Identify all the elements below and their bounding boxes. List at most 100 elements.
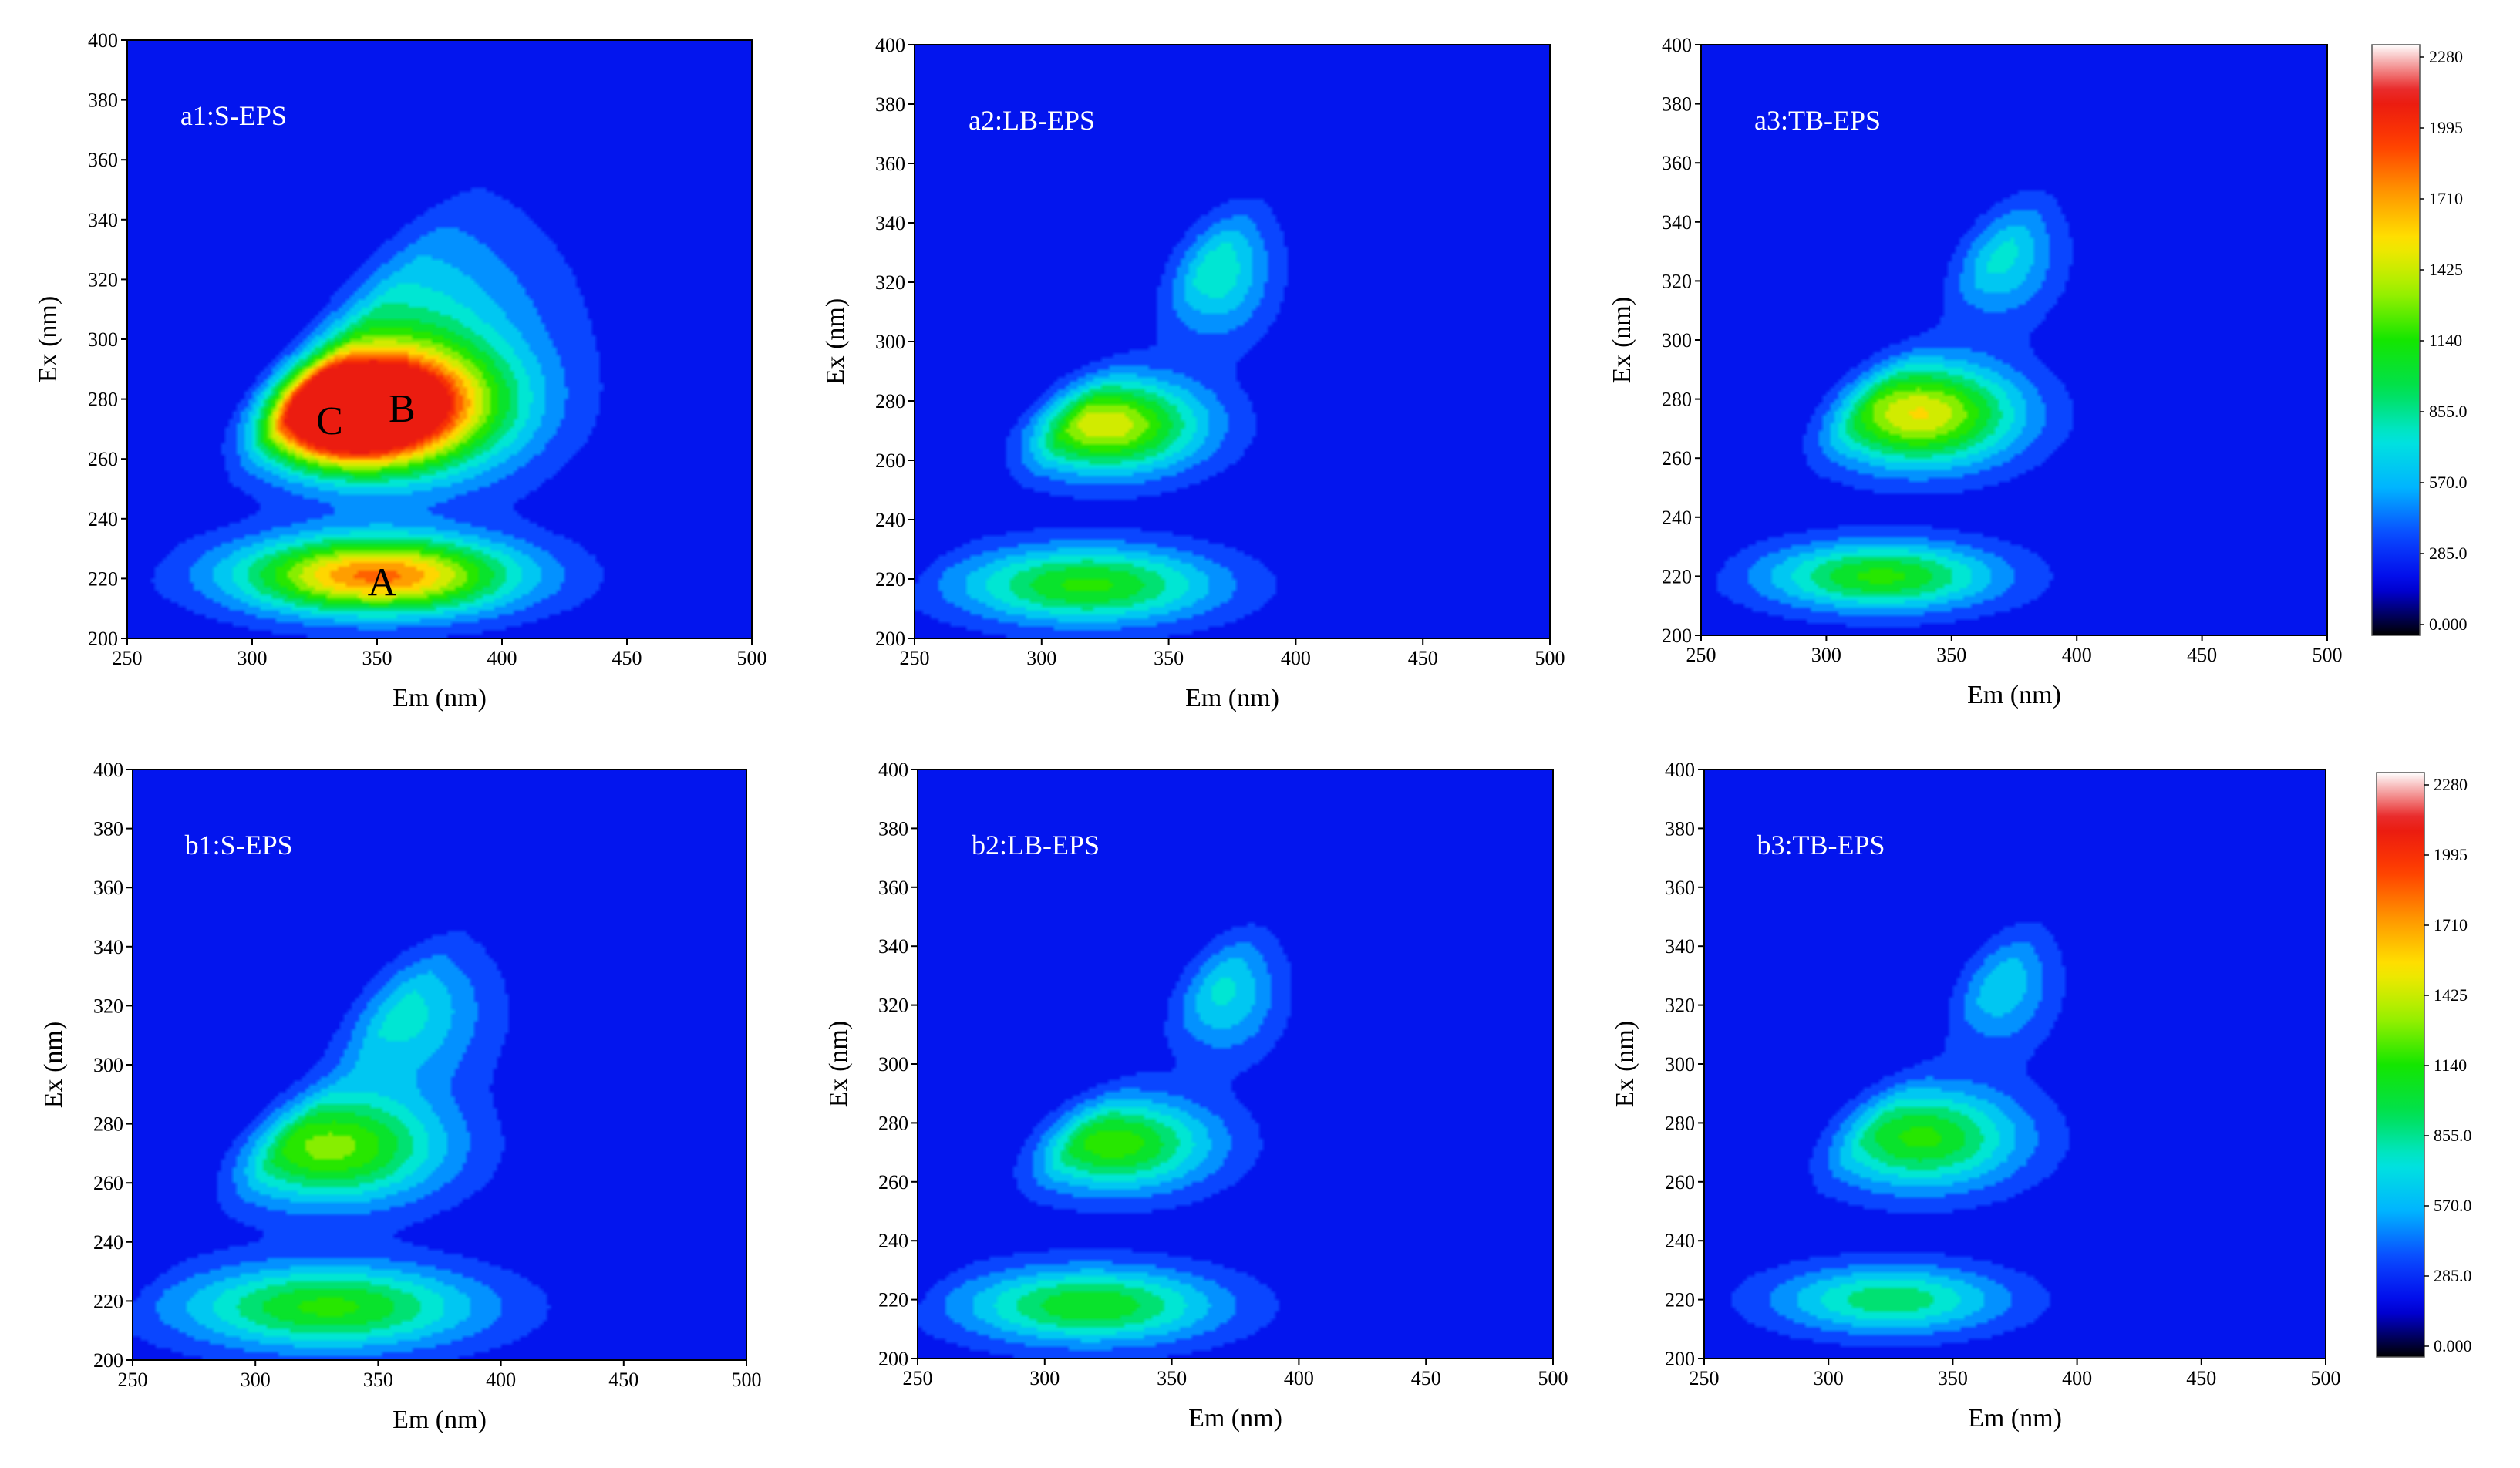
x-tick-label: 300	[1814, 1367, 1844, 1389]
colorbar-tick-label: 0.000	[2429, 614, 2468, 634]
x-tick-label: 300	[241, 1369, 271, 1391]
colorbar-tick-label: 1425	[2429, 260, 2463, 279]
heatmap-surface	[127, 40, 752, 638]
y-tick-label: 220	[875, 568, 905, 591]
y-tick-label: 280	[875, 390, 905, 412]
y-tick-label: 360	[88, 149, 118, 171]
y-tick-label: 320	[93, 995, 123, 1017]
x-tick-label: 250	[900, 647, 930, 669]
x-axis-label: Em (nm)	[1188, 1404, 1282, 1433]
x-tick-label: 300	[1029, 1367, 1060, 1389]
y-tick-label: 320	[875, 271, 905, 294]
y-tick-label: 220	[878, 1289, 908, 1311]
y-tick-label: 280	[1665, 1112, 1695, 1134]
y-tick-label: 260	[88, 448, 118, 470]
x-tick-label: 450	[612, 647, 642, 669]
y-axis-label: Ex (nm)	[1611, 1021, 1639, 1107]
x-tick-label: 300	[238, 647, 268, 669]
x-tick-label: 500	[2311, 1367, 2341, 1389]
y-tick-label: 360	[1662, 152, 1692, 174]
colorbar-tick-label: 1710	[2434, 915, 2468, 934]
y-tick-label: 320	[88, 268, 118, 291]
colorbar-tick-label: 1425	[2434, 985, 2468, 1005]
y-tick-label: 220	[88, 567, 118, 590]
colorbar-tick-label: 285.0	[2434, 1266, 2472, 1285]
y-tick-label: 200	[1665, 1348, 1695, 1370]
y-tick-label: 380	[878, 817, 908, 840]
x-tick-label: 450	[1408, 647, 1438, 669]
x-tick-label: 400	[1284, 1367, 1314, 1389]
y-tick-label: 300	[88, 328, 118, 351]
x-tick-label: 250	[118, 1369, 148, 1391]
y-tick-label: 260	[875, 449, 905, 472]
y-tick-label: 280	[878, 1112, 908, 1134]
peak-label: C	[316, 399, 343, 443]
y-tick-label: 360	[1665, 877, 1695, 899]
colorbar-tick-label: 570.0	[2429, 473, 2468, 492]
y-tick-label: 260	[878, 1171, 908, 1194]
panel-title: a1:S-EPS	[180, 100, 287, 131]
colorbar-tick-label: 1140	[2429, 331, 2462, 350]
y-tick-label: 240	[93, 1231, 123, 1254]
y-axis-label: Ex (nm)	[821, 298, 850, 385]
x-tick-label: 350	[1157, 1367, 1187, 1389]
y-tick-label: 380	[88, 89, 118, 112]
y-tick-label: 360	[878, 877, 908, 899]
y-tick-label: 380	[875, 93, 905, 116]
heatmap-surface	[1701, 45, 2327, 635]
colorbar-tick-label: 570.0	[2434, 1196, 2472, 1215]
panel-title: b1:S-EPS	[185, 830, 293, 860]
y-tick-label: 340	[878, 935, 908, 958]
y-tick-label: 220	[1662, 565, 1692, 588]
y-tick-label: 260	[1662, 447, 1692, 470]
y-tick-label: 240	[878, 1230, 908, 1252]
x-tick-label: 400	[486, 1369, 516, 1391]
panel-title: b3:TB-EPS	[1757, 830, 1885, 860]
colorbar-tick-label: 2280	[2434, 775, 2468, 794]
colorbar-tick-label: 1710	[2429, 189, 2463, 208]
y-tick-label: 340	[1665, 935, 1695, 958]
x-tick-label: 450	[608, 1369, 638, 1391]
x-tick-label: 350	[362, 647, 392, 669]
y-tick-label: 280	[88, 389, 118, 411]
y-tick-label: 400	[88, 29, 118, 52]
y-tick-label: 280	[93, 1113, 123, 1136]
y-tick-label: 300	[1662, 329, 1692, 352]
x-tick-label: 300	[1811, 644, 1841, 666]
y-tick-label: 220	[1665, 1289, 1695, 1311]
x-axis-label: Em (nm)	[392, 684, 487, 712]
heatmap-surface	[915, 45, 1550, 638]
y-tick-label: 200	[93, 1349, 123, 1372]
x-tick-label: 250	[113, 647, 143, 669]
y-tick-label: 400	[878, 759, 908, 781]
x-tick-label: 250	[903, 1367, 933, 1389]
x-tick-label: 500	[2313, 644, 2343, 666]
colorbar-tick-label: 285.0	[2429, 544, 2468, 563]
y-tick-label: 360	[93, 877, 123, 899]
colorbar	[2371, 44, 2421, 636]
y-tick-label: 280	[1662, 389, 1692, 411]
heatmap-surface	[1704, 769, 2326, 1359]
x-tick-label: 350	[1938, 1367, 1968, 1389]
colorbar-tick-label: 1995	[2434, 845, 2468, 864]
x-tick-label: 450	[2187, 644, 2217, 666]
x-tick-label: 450	[2186, 1367, 2216, 1389]
colorbar-tick-label: 1140	[2434, 1056, 2467, 1075]
x-tick-label: 400	[487, 647, 517, 669]
y-tick-label: 240	[88, 508, 118, 530]
x-axis-label: Em (nm)	[1967, 681, 2061, 709]
y-tick-label: 320	[1665, 995, 1695, 1017]
y-tick-label: 200	[875, 628, 905, 650]
y-tick-label: 340	[1662, 211, 1692, 234]
heatmap-surface	[133, 769, 746, 1360]
x-tick-label: 250	[1686, 644, 1716, 666]
colorbar-tick-label: 2280	[2429, 47, 2463, 66]
x-tick-label: 500	[732, 1369, 762, 1391]
y-tick-label: 240	[1662, 507, 1692, 529]
x-tick-label: 250	[1690, 1367, 1720, 1389]
x-tick-label: 450	[1411, 1367, 1441, 1389]
y-axis-label: Ex (nm)	[1608, 297, 1636, 383]
y-tick-label: 200	[878, 1348, 908, 1370]
y-tick-label: 320	[878, 995, 908, 1017]
